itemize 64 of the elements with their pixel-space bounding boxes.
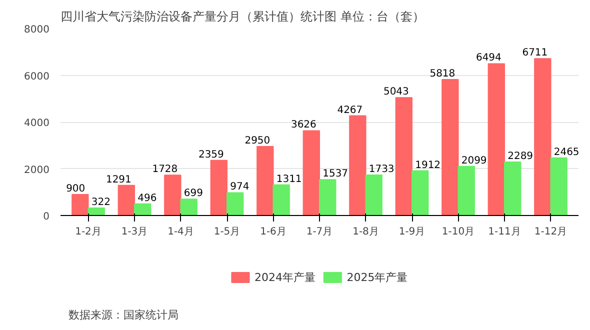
bar bbox=[534, 58, 552, 216]
bar bbox=[302, 130, 320, 216]
bar bbox=[365, 174, 382, 216]
bar bbox=[442, 79, 459, 216]
x-tick-label: 1-5月 bbox=[214, 226, 240, 238]
data-label: 1728 bbox=[152, 164, 178, 176]
bar bbox=[180, 198, 198, 216]
data-label: 2359 bbox=[198, 149, 224, 160]
data-label: 1537 bbox=[322, 168, 348, 180]
data-label: 1311 bbox=[276, 174, 302, 185]
x-tick-label: 1-2月 bbox=[75, 226, 102, 238]
data-label: 322 bbox=[91, 196, 110, 208]
bar bbox=[395, 97, 412, 216]
data-label: 699 bbox=[184, 188, 203, 200]
bar bbox=[88, 207, 105, 216]
legend-label: 2024年产量 bbox=[254, 271, 316, 284]
y-tick-label: 2000 bbox=[24, 164, 50, 176]
data-label: 974 bbox=[230, 182, 250, 193]
chart-title: 四川省大气污染防治设备产量分月（累计值）统计图 单位：台（套） bbox=[60, 10, 424, 24]
x-tick-label: 1-7月 bbox=[306, 226, 333, 238]
x-tick-label: 1-3月 bbox=[121, 226, 148, 238]
y-tick-label: 8000 bbox=[24, 24, 50, 36]
bar bbox=[164, 174, 182, 216]
bar bbox=[349, 115, 366, 216]
data-label: 2099 bbox=[461, 155, 487, 166]
data-label: 5818 bbox=[430, 68, 456, 80]
bar bbox=[319, 179, 336, 216]
x-tick-label: 1-10月 bbox=[442, 226, 475, 238]
bar bbox=[210, 160, 228, 216]
bar bbox=[226, 192, 244, 216]
source-note: 数据来源：国家统计局 bbox=[68, 308, 178, 322]
bar bbox=[458, 166, 475, 216]
data-label: 1291 bbox=[106, 174, 132, 186]
y-tick-label: 6000 bbox=[24, 71, 50, 82]
bar bbox=[504, 161, 522, 216]
bar bbox=[272, 184, 290, 216]
bar bbox=[118, 184, 135, 216]
data-label: 6494 bbox=[476, 52, 502, 64]
data-label: 900 bbox=[66, 183, 86, 194]
bar bbox=[550, 157, 568, 216]
data-label: 5043 bbox=[383, 86, 409, 98]
data-label: 1733 bbox=[368, 164, 394, 175]
data-label: 4267 bbox=[337, 104, 363, 116]
x-tick-label: 1-9月 bbox=[398, 226, 426, 238]
data-label: 496 bbox=[138, 192, 157, 204]
data-label: 2950 bbox=[244, 136, 270, 147]
y-tick-label: 0 bbox=[43, 212, 50, 222]
bar bbox=[488, 63, 505, 216]
bar bbox=[256, 146, 274, 216]
data-label: 3626 bbox=[290, 120, 316, 131]
bar bbox=[412, 170, 429, 216]
x-tick-label: 1-4月 bbox=[168, 226, 194, 238]
y-tick-label: 4000 bbox=[24, 118, 50, 129]
data-label: 2465 bbox=[554, 146, 580, 158]
x-tick-label: 1-6月 bbox=[260, 226, 286, 238]
x-tick-label: 1-12月 bbox=[534, 226, 568, 238]
x-tick-label: 1-8月 bbox=[352, 226, 379, 238]
data-label: 2289 bbox=[508, 150, 534, 162]
bar bbox=[134, 203, 152, 216]
data-label: 1912 bbox=[415, 160, 441, 171]
legend-label: 2025年产量 bbox=[346, 271, 408, 284]
x-tick-label: 1-11月 bbox=[488, 226, 521, 238]
data-label: 6711 bbox=[522, 48, 548, 59]
bar bbox=[72, 194, 89, 216]
